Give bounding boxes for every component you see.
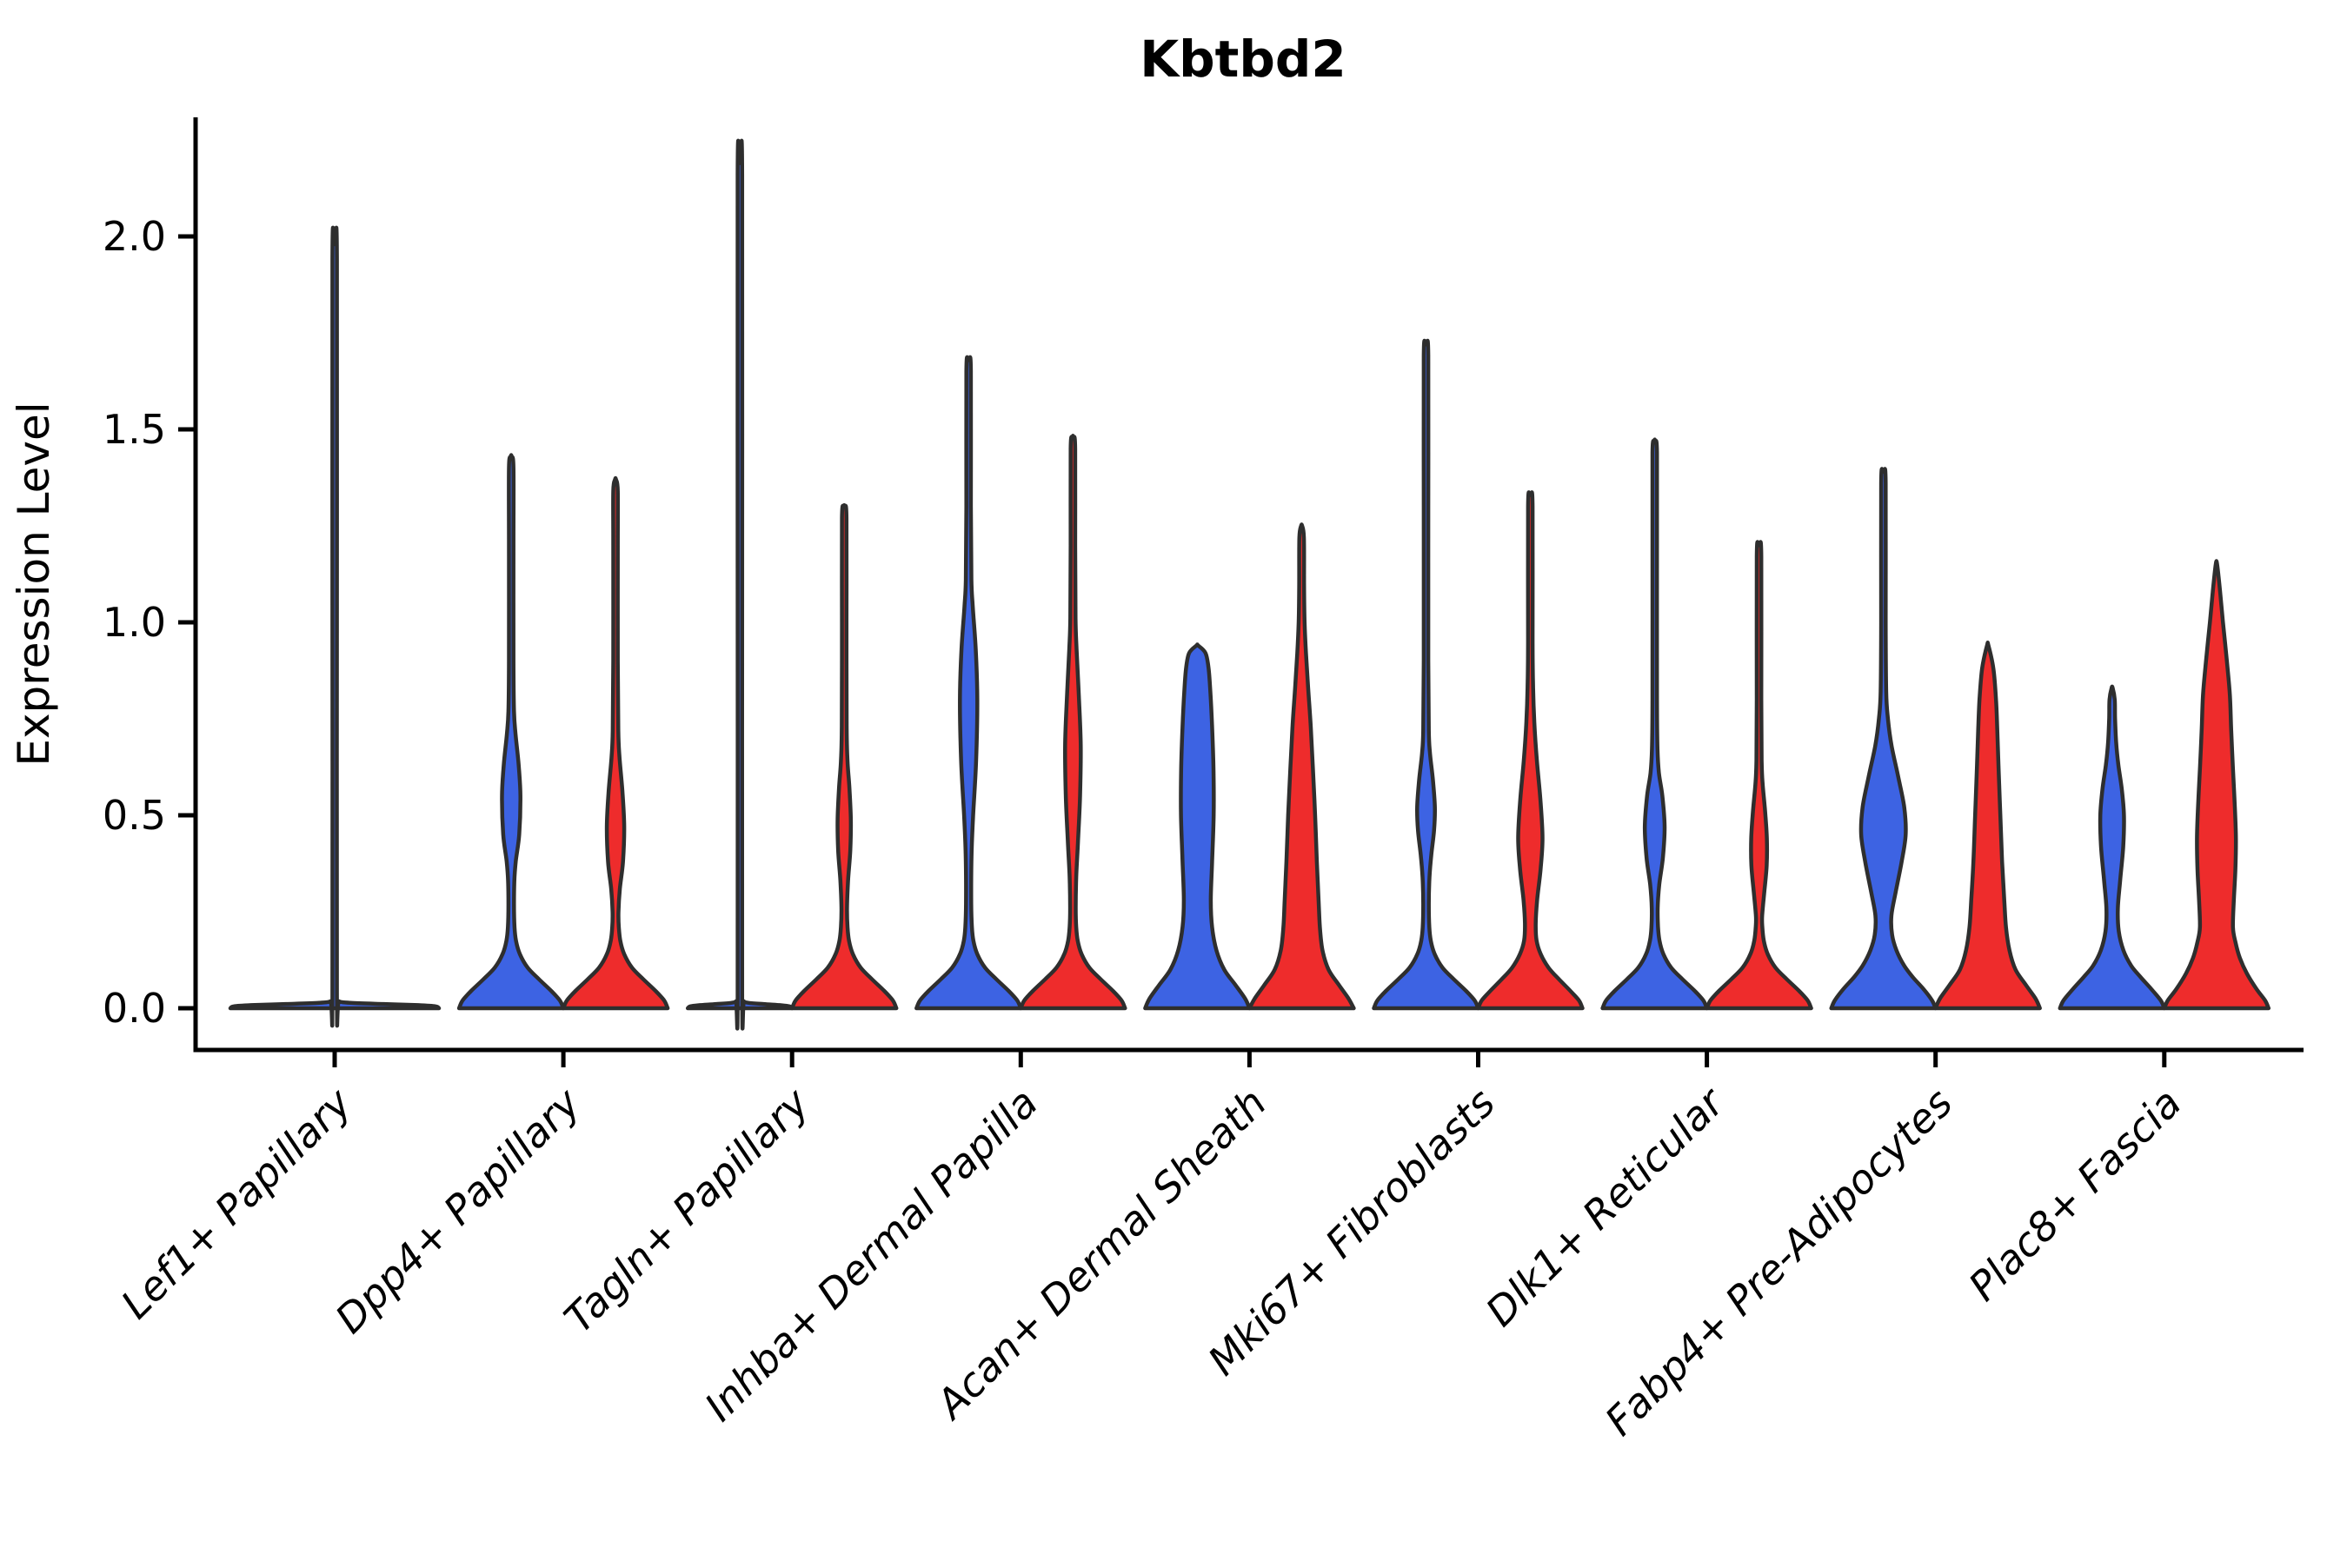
violins-layer — [228, 138, 2271, 1031]
y-axis-label: Expression Level — [9, 402, 59, 766]
y-tick-label-1.5: 1.5 — [103, 406, 166, 453]
violin-dpp4-papillary-red — [561, 475, 670, 1011]
violin-mki67-fibroblasts-blue — [1372, 338, 1480, 1011]
violin-mki67-fibroblasts-red — [1476, 490, 1585, 1011]
violin-plac8-fascia-red — [2162, 559, 2271, 1011]
x-tick-label-plac8-fascia: Plac8+ Fascia — [1959, 1080, 2190, 1310]
violin-dlk1-reticular-blue — [1600, 437, 1709, 1011]
violin-lef1-papillary-single — [228, 225, 442, 1028]
violin-tagln-papillary-blue — [685, 138, 795, 1031]
chart-title: Kbtbd2 — [1140, 30, 1346, 89]
violin-tagln-papillary-red — [789, 502, 899, 1011]
violin-acan-dermal-sheath-red — [1247, 522, 1356, 1011]
x-tick-label-lef1-papillary: Lef1+ Papillary — [112, 1079, 361, 1327]
violin-plac8-fascia-blue — [2058, 684, 2167, 1011]
y-tick-label-0.0: 0.0 — [103, 985, 166, 1032]
y-tick-label-2.0: 2.0 — [103, 213, 166, 260]
violin-dpp4-papillary-blue — [456, 453, 566, 1011]
violin-dlk1-reticular-red — [1705, 540, 1813, 1011]
x-tick-label-dlk1-reticular: Dlk1+ Reticular — [1477, 1077, 1735, 1335]
violin-fabp4-pre-adipocytes-blue — [1829, 467, 1938, 1011]
x-tick-label-tagln-papillary: Tagln+ Papillary — [555, 1079, 819, 1342]
y-tick-label-1.0: 1.0 — [103, 599, 166, 646]
y-tick-label-0.5: 0.5 — [103, 792, 166, 839]
x-tick-label-dpp4-papillary: Dpp4+ Papillary — [326, 1079, 589, 1342]
violin-fabp4-pre-adipocytes-red — [1933, 641, 2042, 1011]
violin-inhba-dermal-papilla-blue — [914, 355, 1023, 1011]
violin-acan-dermal-sheath-blue — [1143, 642, 1252, 1011]
violin-inhba-dermal-papilla-red — [1019, 434, 1127, 1011]
